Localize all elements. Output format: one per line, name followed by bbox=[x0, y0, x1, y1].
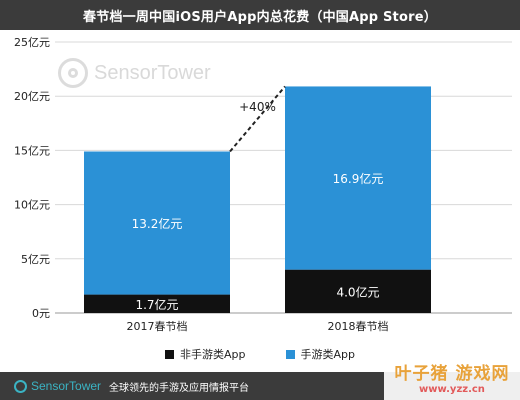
footer-logo-text: SensorTower bbox=[31, 379, 102, 393]
data-label: 4.0亿元 bbox=[336, 284, 379, 299]
watermark: SensorTower bbox=[58, 58, 211, 88]
growth-annotation: +40% bbox=[239, 100, 276, 114]
y-tick-label: 10亿元 bbox=[14, 199, 50, 212]
legend-label-non-game: 非手游类App bbox=[180, 348, 246, 361]
sensortower-watermark-icon bbox=[58, 58, 88, 88]
data-label: 16.9亿元 bbox=[333, 171, 384, 186]
title-bar: 春节档一周中国iOS用户App内总花费（中国App Store） bbox=[0, 0, 520, 30]
legend-label-game: 手游类App bbox=[300, 348, 356, 361]
bar-segment bbox=[84, 151, 230, 295]
legend-item-non-game: 非手游类App bbox=[165, 346, 246, 362]
bar-segment bbox=[84, 294, 230, 313]
sensortower-logo-icon bbox=[14, 379, 27, 393]
growth-connector bbox=[229, 85, 286, 153]
legend-swatch-game bbox=[285, 349, 295, 359]
legend-item-game: 手游类App bbox=[285, 346, 356, 362]
watermark-text: SensorTower bbox=[94, 61, 211, 84]
y-tick-label: 5亿元 bbox=[21, 253, 50, 266]
corner-badge: 叶子猪 游戏网 www.yzz.cn bbox=[384, 354, 520, 400]
x-tick-label: 2017春节档 bbox=[127, 319, 188, 333]
data-label: 13.2亿元 bbox=[132, 216, 183, 231]
footer-logo: SensorTower bbox=[14, 379, 101, 393]
legend: 非手游类App 手游类App bbox=[0, 346, 520, 362]
bar-segment bbox=[285, 86, 431, 270]
legend-swatch-non-game bbox=[165, 349, 174, 359]
badge-main-text: 叶子猪 游戏网 bbox=[394, 364, 510, 384]
footer-description: 全球领先的手游及应用情报平台 bbox=[109, 382, 250, 394]
x-tick-label: 2018春节档 bbox=[328, 319, 389, 333]
y-tick-label: 0元 bbox=[32, 307, 50, 320]
bar-segment bbox=[285, 269, 431, 313]
y-tick-label: 20亿元 bbox=[14, 90, 50, 103]
data-label: 1.7亿元 bbox=[135, 297, 178, 312]
y-tick-label: 25亿元 bbox=[14, 36, 50, 49]
badge-sub-text: www.yzz.cn bbox=[419, 384, 485, 395]
chart-title: 春节档一周中国iOS用户App内总花费（中国App Store） bbox=[83, 9, 437, 25]
chart-area: 0元 5亿元 10亿元 15亿元 20亿元 25亿元 1.7亿元 13.2亿元 2017春节档 4… bbox=[14, 36, 512, 333]
y-tick-label: 15亿元 bbox=[14, 144, 50, 157]
